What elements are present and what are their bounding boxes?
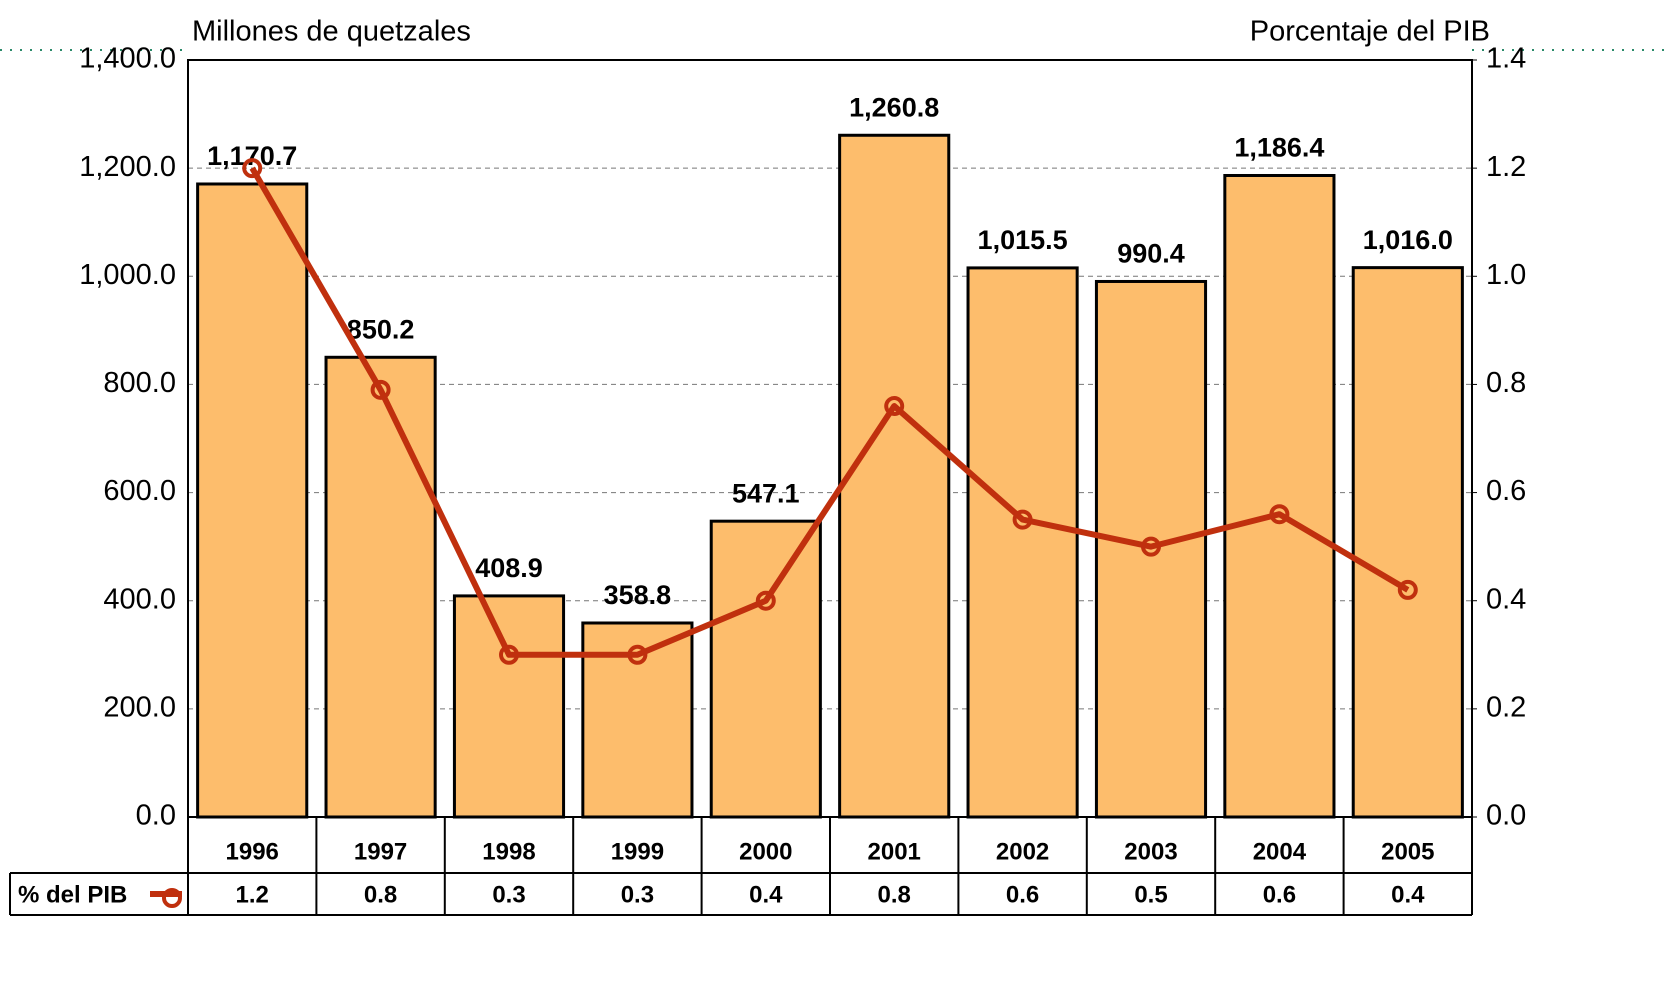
y-tick-label: 200.0 [103,692,176,724]
legend-marker [162,888,182,908]
y2-tick-label: 0.8 [1486,367,1526,399]
marker [1141,536,1161,557]
value-label: 1,186.4 [1234,133,1324,163]
table-value: 0.4 [1391,881,1425,908]
marker [755,590,776,611]
table-value: 0.8 [878,881,911,908]
table-value: 0.3 [621,881,654,908]
marker [1012,509,1033,530]
value-label: 850.2 [347,314,415,344]
marker [242,158,263,179]
y-tick-label: 800.0 [103,367,176,399]
bar [1351,266,1464,819]
value-label: 1,170.7 [207,141,297,171]
x-tick-label: 2004 [1253,838,1307,865]
y2-tick-label: 0.2 [1486,692,1526,724]
y2-axis-title: Porcentaje del PIB [1250,16,1490,48]
y2-tick-label: 1.0 [1486,259,1526,291]
bar [196,182,309,819]
marker [627,644,648,665]
bar [1223,173,1336,819]
y2-tick-label: 0.0 [1486,800,1526,832]
y-tick-label: 1,000.0 [79,259,176,291]
table-value: 0.4 [749,881,783,908]
x-tick-label: 2003 [1124,838,1177,865]
bar [452,594,566,819]
table-value: 0.5 [1134,881,1167,908]
bar [324,355,437,819]
bar [709,519,822,819]
value-label: 990.4 [1117,239,1185,269]
marker [1269,504,1290,525]
y-tick-label: 1,400.0 [79,43,176,75]
value-label: 1,260.8 [849,92,939,122]
table-value: 0.6 [1263,881,1296,908]
legend-label: % del PIB [18,881,127,908]
marker [499,644,519,665]
x-tick-label: 2000 [739,838,792,865]
y2-tick-label: 0.4 [1486,583,1526,615]
y-tick-label: 600.0 [103,475,176,507]
x-tick-label: 1999 [611,838,664,865]
x-tick-label: 2002 [996,838,1049,865]
value-label: 1,015.5 [978,225,1068,255]
x-tick-label: 2001 [868,838,921,865]
bar [838,133,951,819]
table-value: 0.8 [364,881,397,908]
y2-tick-label: 1.2 [1486,151,1526,183]
value-label: 547.1 [732,478,800,508]
table-value: 0.3 [492,881,525,908]
x-tick-label: 1998 [482,838,535,865]
value-label: 408.9 [475,553,543,583]
table-value: 0.6 [1006,881,1039,908]
marker [884,396,905,417]
y-tick-label: 400.0 [103,583,176,615]
y-tick-label: 0.0 [136,800,176,832]
table-value: 1.2 [236,881,269,908]
line [249,166,1410,658]
y2-tick-label: 0.6 [1486,475,1526,507]
y-axis-title: Millones de quetzales [192,16,471,48]
marker [370,379,391,400]
value-label: 358.8 [604,580,672,610]
x-tick-label: 2005 [1381,838,1434,865]
y2-tick-label: 1.4 [1486,43,1526,75]
marker [1397,579,1418,600]
value-label: 1,016.0 [1363,225,1453,255]
bar [966,266,1079,819]
x-tick-label: 1996 [226,838,279,865]
x-tick-label: 1997 [354,838,407,865]
y-tick-label: 1,200.0 [79,151,176,183]
